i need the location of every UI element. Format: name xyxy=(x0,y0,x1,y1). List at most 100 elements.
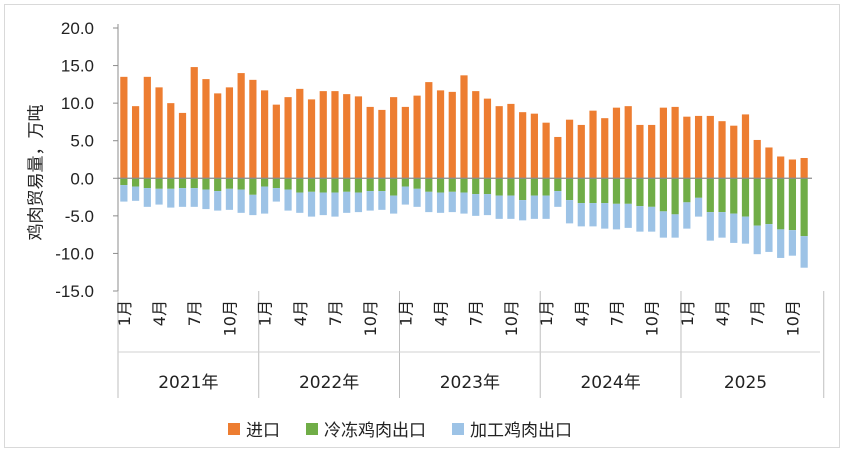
month-label: 1月 xyxy=(396,300,415,326)
bar-processed-export xyxy=(249,194,257,216)
bar-frozen-export xyxy=(753,178,761,226)
bar-processed-export xyxy=(167,188,175,208)
bar-frozen-export xyxy=(249,178,257,195)
bar-processed-export xyxy=(190,188,198,207)
bar-import xyxy=(261,90,269,179)
bar-import xyxy=(554,136,562,179)
bar-frozen-export xyxy=(237,178,245,190)
bar-processed-export xyxy=(519,200,527,221)
bar-import xyxy=(601,118,609,179)
bar-processed-export xyxy=(284,189,292,211)
bar-frozen-export xyxy=(554,178,562,192)
bar-frozen-export xyxy=(730,178,738,214)
legend-swatch xyxy=(306,422,318,435)
bar-import xyxy=(401,106,409,179)
bar-processed-export xyxy=(542,195,550,219)
bar-import xyxy=(214,93,222,179)
bar-processed-export xyxy=(648,206,656,232)
bar-processed-export xyxy=(601,203,609,229)
bar-import xyxy=(483,98,492,179)
month-label: 7月 xyxy=(467,300,486,326)
bar-processed-export xyxy=(272,188,280,202)
bar-frozen-export xyxy=(331,178,339,193)
bar-import xyxy=(519,112,527,179)
bar-processed-export xyxy=(178,188,187,207)
month-label: 4月 xyxy=(432,300,451,326)
legend-label: 冷冻鸡肉出口 xyxy=(324,421,426,441)
bar-processed-export xyxy=(507,195,515,219)
bar-frozen-export xyxy=(448,178,456,192)
bar-import xyxy=(683,116,691,179)
bar-import xyxy=(319,91,327,179)
bar-frozen-export xyxy=(284,178,292,190)
bar-import xyxy=(202,79,210,179)
bar-processed-export xyxy=(413,188,421,207)
legend-swatch xyxy=(452,422,464,435)
bar-import xyxy=(436,90,445,179)
bar-frozen-export xyxy=(354,178,363,193)
bar-frozen-export xyxy=(378,178,386,192)
bar-frozen-export xyxy=(202,178,210,190)
bar-import xyxy=(507,103,515,179)
bar-frozen-export xyxy=(659,178,667,212)
bar-import xyxy=(272,104,280,179)
y-tick-label: -10.0 xyxy=(55,244,94,263)
bar-frozen-export xyxy=(694,178,703,198)
bar-processed-export xyxy=(155,188,163,205)
bar-processed-export xyxy=(436,192,445,213)
bar-import xyxy=(284,97,292,179)
bar-import xyxy=(155,87,163,179)
bar-frozen-export xyxy=(413,178,421,189)
bar-import xyxy=(718,121,726,179)
bar-frozen-export xyxy=(800,178,808,237)
legend-label: 进口 xyxy=(246,421,280,441)
bar-import xyxy=(331,91,339,179)
year-label: 2021年 xyxy=(158,373,218,393)
bar-frozen-export xyxy=(296,178,304,193)
bar-import xyxy=(706,115,714,179)
bar-import xyxy=(565,119,574,179)
bar-processed-export xyxy=(624,203,632,228)
bar-frozen-export xyxy=(366,178,374,192)
month-label: 1月 xyxy=(537,300,556,326)
bar-frozen-export xyxy=(460,178,468,193)
bar-processed-export xyxy=(296,192,304,213)
legend-swatch xyxy=(228,422,240,435)
bar-processed-export xyxy=(612,203,621,230)
bar-processed-export xyxy=(214,191,222,211)
bar-frozen-export xyxy=(143,178,151,189)
bar-import xyxy=(343,94,351,179)
bar-processed-export xyxy=(788,230,797,256)
bar-import xyxy=(777,156,785,179)
bar-frozen-export xyxy=(225,178,234,189)
bar-frozen-export xyxy=(155,178,163,189)
bar-frozen-export xyxy=(507,178,515,196)
month-label: 1月 xyxy=(256,300,275,326)
bar-frozen-export xyxy=(401,178,409,187)
bar-import xyxy=(577,124,585,179)
bar-processed-export xyxy=(261,186,269,214)
bar-import xyxy=(765,147,773,179)
bar-processed-export xyxy=(706,212,714,241)
bar-import xyxy=(788,159,797,179)
y-tick-label: -5.0 xyxy=(65,207,94,226)
year-label: 2024年 xyxy=(580,373,640,393)
month-label: 4月 xyxy=(572,300,591,326)
bar-frozen-export xyxy=(530,178,538,196)
bar-processed-export xyxy=(777,229,785,258)
bar-processed-export xyxy=(472,194,480,216)
bar-import xyxy=(472,91,480,179)
bar-processed-export xyxy=(343,191,351,213)
bar-import xyxy=(307,99,316,179)
bar-frozen-export xyxy=(589,178,597,204)
legend-label: 加工鸡肉出口 xyxy=(470,421,572,441)
y-tick-label: -15.0 xyxy=(55,282,94,301)
bar-import xyxy=(730,125,738,179)
bar-frozen-export xyxy=(390,178,398,196)
bar-frozen-export xyxy=(565,178,574,201)
y-tick-label: 15.0 xyxy=(61,57,94,76)
y-tick-label: 0.0 xyxy=(70,169,94,188)
bar-import xyxy=(659,107,667,179)
bar-frozen-export xyxy=(436,178,445,193)
bar-import xyxy=(120,76,128,179)
